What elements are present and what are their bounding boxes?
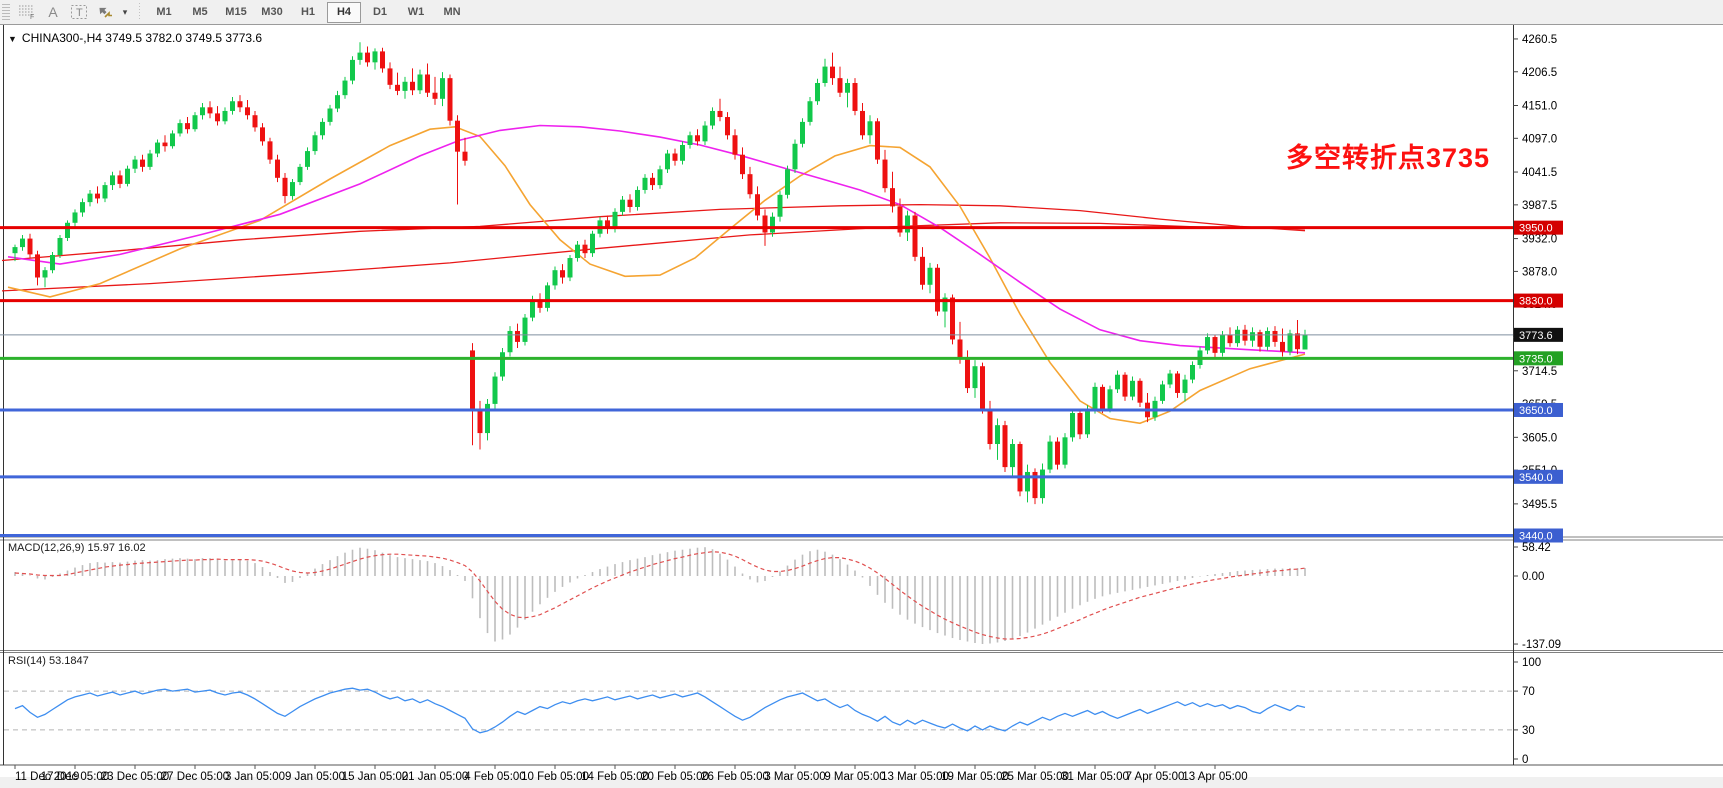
- date-label: 17 Dec 05:00: [41, 771, 109, 783]
- date-label: 25 Mar 05:00: [1001, 771, 1069, 783]
- svg-text:3878.0: 3878.0: [1522, 266, 1557, 278]
- svg-text:4097.0: 4097.0: [1522, 133, 1557, 145]
- candles: [12, 42, 1308, 505]
- toolbar-drag-handle[interactable]: [2, 4, 10, 20]
- toolbar: F A T ▾ M1 M5 M15 M30 H1 H4 D1 W1 MN: [0, 0, 1723, 25]
- timeframe-button-H1[interactable]: H1: [300, 5, 316, 18]
- date-label: 20 Feb 05:00: [641, 771, 709, 783]
- svg-text:3650.0: 3650.0: [1519, 405, 1553, 417]
- timeframe-button-D1[interactable]: D1: [372, 5, 388, 18]
- chart-title: ▼ CHINA300-,H4 3749.5 3782.0 3749.5 3773.…: [8, 31, 262, 45]
- svg-text:3714.5: 3714.5: [1522, 366, 1557, 378]
- text-label-icon[interactable]: A: [48, 4, 58, 20]
- price-axis-ticks: 4260.5 4206.5 4151.0 4097.0 4041.5 3987.5 3932…: [1513, 34, 1557, 511]
- date-label: 9 Jan 05:00: [285, 771, 345, 783]
- date-label: 10 Feb 05:00: [521, 771, 589, 783]
- svg-text:3540.0: 3540.0: [1519, 472, 1553, 484]
- date-label: 9 Mar 05:00: [824, 771, 885, 783]
- macd-indicator-label: MACD(12,26,9) 15.97 16.02: [8, 542, 146, 554]
- svg-text:4151.0: 4151.0: [1522, 100, 1557, 112]
- svg-text:70: 70: [1522, 686, 1535, 698]
- timeframe-button-M1[interactable]: M1: [156, 5, 172, 18]
- toolbar-separator: [136, 3, 142, 21]
- svg-text:0.00: 0.00: [1522, 571, 1544, 583]
- timeframe-button-M5[interactable]: M5: [192, 5, 208, 18]
- svg-text:4260.5: 4260.5: [1522, 34, 1557, 46]
- text-box-icon[interactable]: T: [67, 2, 91, 22]
- svg-text:3950.0: 3950.0: [1519, 223, 1553, 235]
- timeframe-button-M15[interactable]: M15: [225, 5, 247, 18]
- svg-text:F: F: [30, 14, 34, 20]
- price-badge-3773.6: [1514, 327, 1563, 342]
- moving-averages: [1, 124, 1306, 425]
- date-label: 4 Feb 05:00: [464, 771, 525, 783]
- price-badge-3440.0: [1514, 528, 1563, 543]
- dropdown-caret-icon[interactable]: ▾: [122, 6, 128, 17]
- indicator-grid-icon[interactable]: F: [15, 2, 39, 22]
- date-label: 14 Feb 05:00: [581, 771, 649, 783]
- svg-text:3495.5: 3495.5: [1522, 499, 1557, 511]
- date-label: 3 Jan 05:00: [225, 771, 285, 783]
- price-badge-3540.0: [1514, 469, 1563, 484]
- date-label: 13 Mar 05:00: [881, 771, 949, 783]
- timeframe-button-MN[interactable]: MN: [443, 5, 461, 18]
- svg-text:3773.6: 3773.6: [1519, 330, 1553, 342]
- svg-text:3735.0: 3735.0: [1519, 353, 1553, 365]
- svg-text:4206.5: 4206.5: [1522, 67, 1557, 79]
- date-label: 23 Dec 05:00: [101, 771, 169, 783]
- rsi-indicator-label: RSI(14) 53.1847: [8, 655, 89, 667]
- date-label: 7 Apr 05:00: [1126, 771, 1185, 783]
- date-label: 31 Mar 05:00: [1061, 771, 1129, 783]
- price-badges: 3950.0 3830.0 3773.6 3735.0 3650.0 3540.0 3440…: [1514, 220, 1563, 543]
- date-label: 3 Mar 05:00: [764, 771, 825, 783]
- svg-text:T: T: [76, 7, 83, 19]
- svg-text:30: 30: [1522, 725, 1535, 737]
- macd-pane: 58.42 0.00 -137.09: [14, 542, 1561, 651]
- timeframe-button-group: M1 M5 M15 M30 H1 H4 D1 W1 MN: [146, 1, 470, 23]
- price-level-lines: [0, 226, 1513, 537]
- svg-text:3830.0: 3830.0: [1519, 296, 1553, 308]
- rsi-pane: 100 70 30 0: [4, 657, 1541, 766]
- price-badge-3650.0: [1514, 402, 1563, 417]
- date-label: 11 Dec 2019: [15, 771, 79, 783]
- chart-title-text: CHINA300-,H4 3749.5 3782.0 3749.5 3773.6: [21, 31, 263, 45]
- date-label: 15 Jan 05:00: [342, 771, 409, 783]
- svg-text:100: 100: [1522, 657, 1541, 669]
- timeframe-button-H4[interactable]: H4: [327, 1, 361, 23]
- svg-text:4041.5: 4041.5: [1522, 167, 1557, 179]
- symbol-dropdown-arrow[interactable]: ▼: [8, 34, 17, 44]
- timeframe-button-M30[interactable]: M30: [261, 5, 283, 18]
- svg-text:58.42: 58.42: [1522, 542, 1551, 554]
- svg-text:-137.09: -137.09: [1522, 639, 1561, 651]
- date-label: 27 Dec 05:00: [161, 771, 229, 783]
- date-label: 26 Feb 05:00: [701, 771, 769, 783]
- svg-text:3605.0: 3605.0: [1522, 432, 1557, 444]
- date-label: 19 Mar 05:00: [941, 771, 1009, 783]
- arrows-objects-icon[interactable]: [93, 2, 117, 22]
- date-label: 13 Apr 05:00: [1182, 771, 1247, 783]
- svg-text:0: 0: [1522, 754, 1528, 766]
- chart-background: [0, 24, 1723, 777]
- price-badge-3830.0: [1514, 293, 1563, 308]
- svg-text:3987.5: 3987.5: [1522, 200, 1557, 212]
- price-badge-3950.0: [1514, 220, 1563, 235]
- svg-text:3440.0: 3440.0: [1519, 531, 1553, 543]
- timeframe-button-W1[interactable]: W1: [407, 5, 425, 18]
- svg-text:3932.0: 3932.0: [1522, 234, 1557, 246]
- price-badge-3735.0: [1514, 351, 1563, 366]
- date-label: 21 Jan 05:00: [402, 771, 469, 783]
- pivot-annotation-text: 多空转折点3735: [1286, 143, 1491, 173]
